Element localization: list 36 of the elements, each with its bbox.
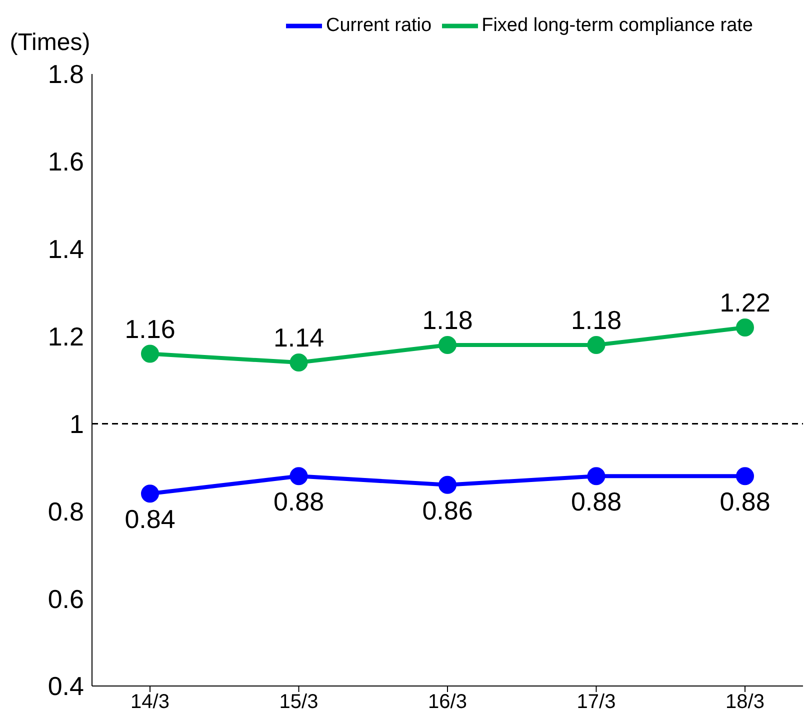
y-tick-label: 1.6 (48, 146, 84, 177)
y-tick-label: 1 (70, 408, 84, 439)
data-label: 0.84 (124, 504, 176, 534)
x-tick-label: 15/3 (279, 691, 318, 714)
point (736, 318, 754, 337)
y-tick-label: 1.2 (48, 322, 84, 352)
point (438, 476, 456, 494)
x-tick-label: 18/3 (726, 691, 764, 714)
point (290, 354, 308, 372)
point (438, 336, 456, 354)
x-tick-label: 17/3 (576, 691, 616, 714)
point (587, 467, 606, 486)
point (587, 336, 606, 354)
y-tick-label: 0.4 (48, 671, 84, 702)
legend-label: Fixed long-term compliance rate (482, 15, 753, 36)
point (141, 484, 159, 503)
y-tick-label: 0.6 (48, 584, 84, 614)
data-label: 1.18 (422, 305, 473, 336)
data-label: 0.88 (720, 486, 770, 517)
data-label: 0.88 (570, 486, 622, 517)
legend-label: Current ratio (326, 15, 432, 36)
data-label: 0.86 (422, 495, 473, 526)
data-label: 1.22 (720, 288, 770, 318)
point (141, 344, 159, 363)
x-tick-label: 16/3 (428, 691, 467, 714)
y-tick-label: 1.4 (48, 234, 84, 264)
point (736, 467, 754, 486)
y-tick-label: 1.8 (48, 59, 84, 90)
data-label: 1.14 (273, 322, 324, 353)
y-axis-title: (Times) (10, 29, 90, 56)
point (290, 467, 308, 486)
data-label: 1.16 (124, 314, 176, 344)
x-tick-label: 14/3 (130, 691, 170, 714)
data-label: 1.18 (570, 305, 622, 336)
y-tick-label: 0.8 (48, 496, 84, 526)
data-label: 0.88 (273, 486, 324, 517)
